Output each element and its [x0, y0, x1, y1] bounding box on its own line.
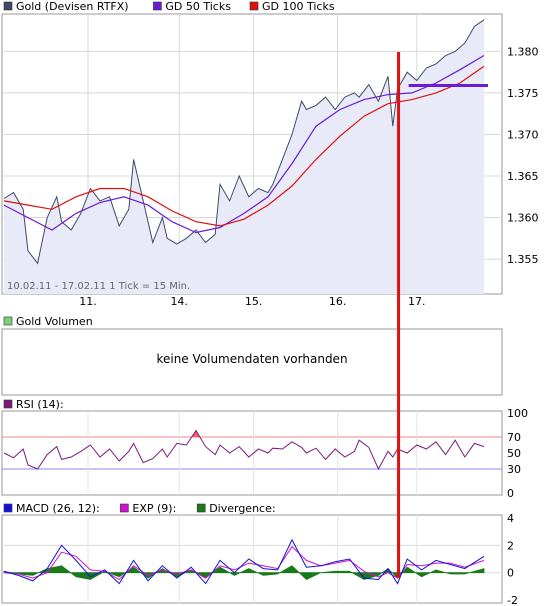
legend-label-2: GD 100 Ticks — [262, 0, 335, 13]
legend-swatch-2 — [249, 1, 259, 11]
gd100-line — [3, 65, 485, 227]
main-y-axis: 1.380 1.375 1.370 1.365 1.360 1.355 — [507, 45, 539, 266]
y-tick-label: 1.360 — [507, 212, 539, 225]
rsi-y-axis: 100 70 50 30 0 — [507, 407, 528, 500]
legend-label-1: EXP (9): — [132, 502, 176, 515]
y-tick-label: 1.370 — [507, 128, 539, 141]
rsi-panel-frame — [1, 410, 503, 496]
rsi-y-tick-label: 0 — [507, 487, 514, 500]
legend-label-0: RSI (14): — [16, 398, 64, 411]
legend-label-1: GD 50 Ticks — [165, 0, 231, 13]
legend-swatch-0 — [3, 1, 13, 11]
divergence-area — [3, 565, 485, 580]
macd-y-tick-label: 2 — [507, 539, 514, 552]
period-info: 10.02.11 - 17.02.11 1 Tick = 15 Min. — [7, 281, 190, 292]
macd-panel-frame — [1, 514, 503, 604]
legend-swatch-0 — [3, 399, 13, 409]
legend-swatch-1 — [120, 503, 129, 513]
rsi-y-tick-label: 70 — [507, 431, 521, 444]
legend-main: Gold (Devisen RTFX) GD 50 Ticks GD 100 Tic… — [3, 0, 335, 13]
legend-label-0: Gold Volumen — [16, 315, 93, 328]
volume-panel-frame — [1, 328, 503, 396]
legend-swatch-2 — [196, 503, 206, 513]
legend-label-0: Gold (Devisen RTFX) — [16, 0, 129, 13]
main-x-axis: 11. 14. 15. 16. 17. — [79, 295, 425, 308]
gold-price-line — [3, 19, 485, 265]
rsi-y-tick-label: 30 — [507, 463, 521, 476]
macd-y-axis: 4 2 0 -2 — [507, 512, 518, 606]
y-tick-label: 1.380 — [507, 45, 539, 58]
legend-swatch-0 — [3, 316, 13, 326]
exp-line — [3, 545, 485, 581]
macd-line — [3, 538, 485, 585]
rsi-y-tick-label: 50 — [507, 447, 521, 460]
x-tick-label: 17. — [408, 295, 426, 308]
legend-label-2: Divergence: — [209, 502, 275, 515]
macd-y-tick-label: 0 — [507, 567, 514, 580]
no-volume-message: keine Volumendaten vorhanden — [156, 352, 347, 366]
rsi-y-tick-label: 100 — [507, 407, 528, 420]
legend-volume: Gold Volumen — [3, 315, 93, 328]
y-tick-label: 1.365 — [507, 170, 539, 183]
legend-macd: MACD (26, 12): EXP (9): Divergence: — [3, 502, 276, 515]
legend-label-0: MACD (26, 12): — [16, 502, 100, 515]
x-tick-label: 11. — [79, 295, 97, 308]
x-tick-label: 16. — [329, 295, 347, 308]
macd-y-tick-label: 4 — [507, 512, 514, 525]
rsi-overbought-fill — [191, 430, 200, 437]
legend-swatch-1 — [153, 1, 162, 11]
gd50-line — [3, 54, 485, 234]
x-tick-label: 15. — [245, 295, 263, 308]
legend-swatch-0 — [3, 503, 13, 513]
x-tick-label: 14. — [170, 295, 188, 308]
rsi-line — [3, 429, 485, 471]
gold-price-area — [4, 19, 484, 295]
y-tick-label: 1.355 — [507, 253, 539, 266]
y-tick-label: 1.375 — [507, 87, 539, 100]
macd-y-tick-label: -2 — [507, 594, 518, 606]
legend-rsi: RSI (14): — [3, 398, 64, 411]
